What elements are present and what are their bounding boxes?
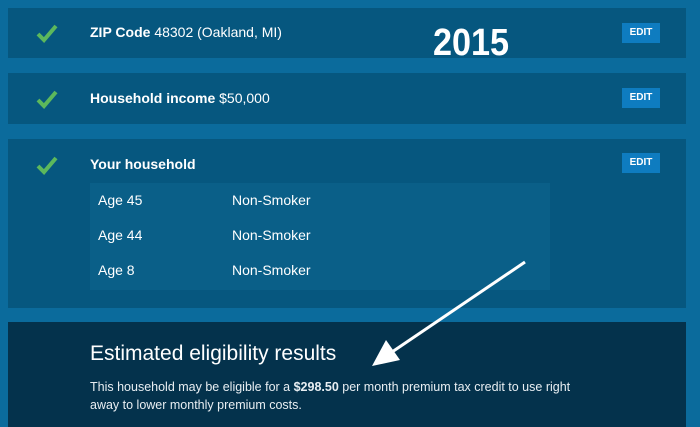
credit-amount: $298.50 <box>293 380 339 394</box>
household-members-table: Age 45 Non-Smoker Age 44 Non-Smoker Age 8 N… <box>90 183 550 290</box>
member-status: Non-Smoker <box>232 227 311 243</box>
year-annotation: 2015 <box>433 22 510 64</box>
household-label: Your household <box>90 156 196 172</box>
member-age: Age 45 <box>98 192 143 208</box>
check-icon <box>36 24 58 43</box>
check-icon <box>36 156 58 175</box>
member-status: Non-Smoker <box>232 192 311 208</box>
member-age: Age 8 <box>98 262 135 278</box>
member-status: Non-Smoker <box>232 262 311 278</box>
income-label: Household income $50,000 <box>90 90 270 106</box>
zip-panel: ZIP Code 48302 (Oakland, MI) 2015 EDIT <box>8 8 686 64</box>
edit-zip-button[interactable]: EDIT <box>622 23 660 43</box>
eligibility-results-panel: Estimated eligibility results This house… <box>8 322 686 427</box>
member-row: Age 44 Non-Smoker <box>90 218 550 253</box>
edit-income-button[interactable]: EDIT <box>622 88 660 108</box>
edit-household-button[interactable]: EDIT <box>622 153 660 173</box>
results-title: Estimated eligibility results <box>90 342 337 365</box>
member-row: Age 8 Non-Smoker <box>90 253 550 288</box>
income-panel: Household income $50,000 EDIT <box>8 73 686 124</box>
check-icon <box>36 90 58 109</box>
results-text: This household may be eligible for a $29… <box>90 380 571 412</box>
member-age: Age 44 <box>98 227 143 243</box>
zip-label: ZIP Code 48302 (Oakland, MI) <box>90 24 282 40</box>
member-row: Age 45 Non-Smoker <box>90 183 550 218</box>
household-panel: Your household EDIT Age 45 Non-Smoker Age… <box>8 139 686 308</box>
